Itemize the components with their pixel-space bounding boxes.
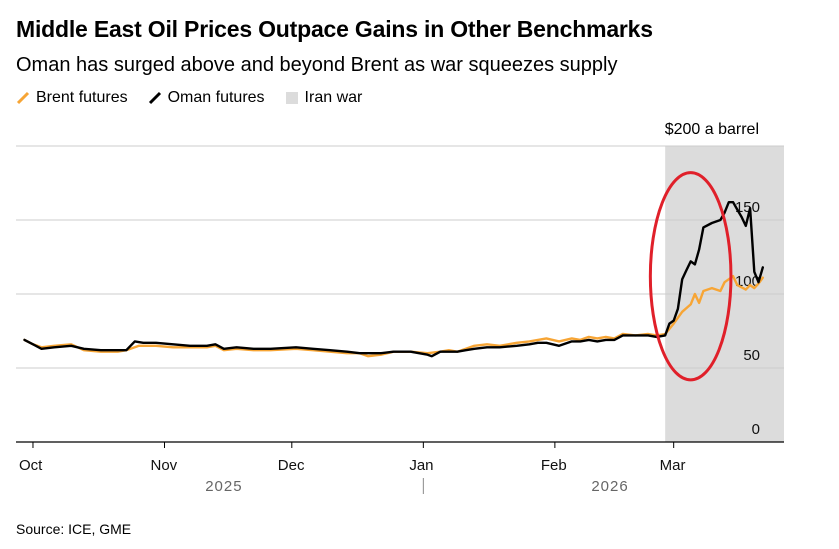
legend-item-war: Iran war bbox=[285, 89, 363, 107]
y-tick-label-0: 0 bbox=[752, 421, 760, 438]
source-note: Source: ICE, GME bbox=[16, 521, 132, 537]
legend-label-brent: Brent futures bbox=[36, 89, 128, 106]
x-tick-label-oct: Oct bbox=[19, 457, 43, 474]
legend-item-brent: Brent futures bbox=[16, 89, 128, 107]
y-tick-label-100: 100 bbox=[735, 273, 760, 290]
chart-title: Middle East Oil Prices Outpace Gains in … bbox=[16, 16, 653, 42]
highlight-ellipse bbox=[648, 171, 733, 382]
legend-swatch-war bbox=[285, 92, 298, 104]
legend-swatch-oman bbox=[148, 91, 161, 105]
y-tick-label-150: 150 bbox=[735, 199, 760, 216]
series-line-brent bbox=[23, 275, 764, 358]
legend-swatch-brent bbox=[16, 91, 30, 105]
x-tick-label-feb: Feb bbox=[541, 457, 567, 474]
year-label-2025: 2025 bbox=[205, 478, 242, 495]
x-tick-label-dec: Dec bbox=[278, 457, 305, 474]
chart-subtitle: Oman has surged above and beyond Brent a… bbox=[16, 54, 618, 76]
x-tick-label-jan: Jan bbox=[409, 457, 433, 474]
legend-label-oman: Oman futures bbox=[167, 89, 265, 106]
x-tick-label-mar: Mar bbox=[660, 457, 686, 474]
y-tick-label-50: 50 bbox=[743, 347, 760, 364]
legend-item-oman: Oman futures bbox=[148, 89, 265, 107]
legend: Brent futures Oman futures Iran war bbox=[16, 89, 382, 107]
series-line-oman bbox=[23, 201, 764, 358]
year-label-2026: 2026 bbox=[591, 478, 628, 495]
y-axis-unit-label: $200 a barrel bbox=[664, 121, 759, 138]
legend-label-war: Iran war bbox=[304, 89, 363, 106]
x-tick-label-nov: Nov bbox=[151, 457, 178, 474]
